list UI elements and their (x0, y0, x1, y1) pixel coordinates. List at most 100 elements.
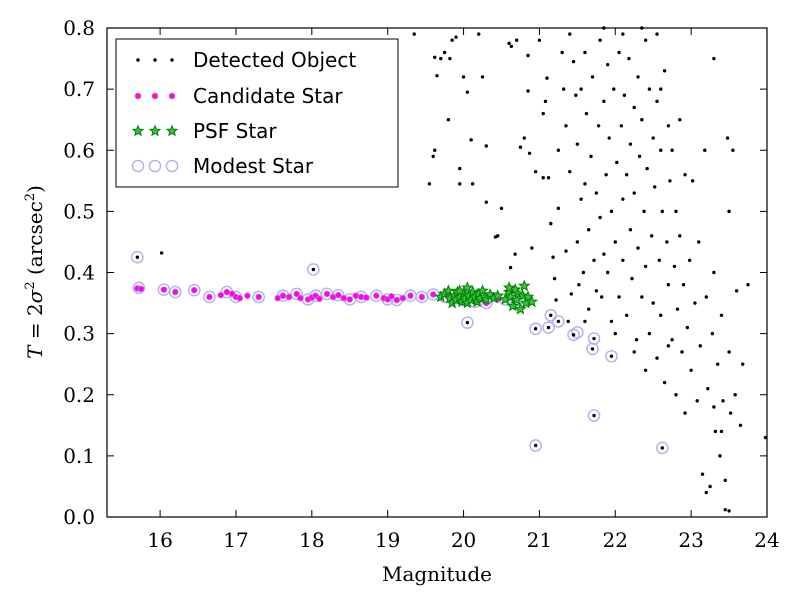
detected-object-point (666, 344, 671, 348)
legend-marker-candidate-star (168, 92, 176, 100)
detected-object-point (135, 255, 140, 259)
detected-object-point (643, 38, 648, 42)
candidate-star-point (388, 293, 395, 300)
legend-marker-psf-star (165, 124, 179, 137)
detected-object-point (526, 89, 530, 93)
candidate-star-point (293, 290, 300, 298)
x-tick-label: 22 (603, 528, 628, 552)
legend-label-candidate-star: Candidate Star (193, 84, 343, 108)
detected-object-point (712, 405, 716, 409)
detected-object-point (571, 59, 576, 64)
detected-object-point (560, 50, 564, 55)
candidate-star-point (279, 292, 287, 300)
detected-object-point (719, 313, 724, 317)
detected-object-point (727, 350, 731, 354)
detected-object-point (668, 179, 672, 183)
detected-object-point (564, 124, 568, 128)
detected-object-point (549, 313, 553, 317)
detected-object-point (522, 136, 526, 140)
detected-object-point (561, 87, 566, 91)
psf-star-series (434, 279, 539, 315)
y-tick-label: 0.3 (63, 322, 95, 346)
candidate-star-point (418, 293, 426, 301)
candidate-star-point (217, 291, 225, 299)
detected-object-point (642, 209, 646, 214)
detected-object-point (733, 393, 737, 397)
detected-object-point (495, 234, 500, 238)
modest-star-point (656, 441, 669, 455)
detected-object-point (596, 124, 601, 128)
candidate-star-point (323, 290, 331, 298)
detected-object-point (657, 258, 661, 262)
detected-object-point (662, 69, 667, 73)
x-tick-label: 24 (754, 528, 779, 552)
detected-object-point (590, 75, 595, 79)
modest-star-point (168, 285, 182, 299)
detected-object-point (651, 136, 655, 140)
detected-object-point (647, 87, 652, 91)
psf-star-point (442, 284, 455, 297)
detected-object-point (458, 182, 462, 186)
detected-object-point (613, 240, 617, 244)
detected-object-point (700, 472, 705, 476)
psf-star-point (504, 290, 517, 303)
detected-object-point (598, 38, 602, 42)
detected-object-point (583, 319, 587, 324)
detected-object-point (598, 215, 602, 220)
detected-object-point (412, 32, 416, 36)
detected-object-point (609, 209, 614, 214)
detected-object-point (450, 38, 454, 42)
detected-object-series (135, 26, 768, 513)
detected-object-point (612, 87, 616, 91)
detected-object-point (584, 111, 589, 116)
detected-object-point (624, 313, 629, 317)
candidate-star-point (429, 291, 437, 298)
detected-object-point (666, 124, 671, 128)
detected-object-point (712, 270, 716, 275)
candidate-star-point (160, 286, 168, 293)
psf-star-point (514, 302, 527, 315)
detected-object-point (715, 362, 720, 366)
detected-object-point (465, 320, 470, 325)
modest-star-point (252, 290, 266, 304)
detected-object-point (513, 252, 517, 256)
modest-star-point (605, 349, 618, 363)
detected-object-point (615, 160, 619, 165)
detected-object-point (617, 50, 621, 55)
modest-star-point (544, 308, 558, 322)
detected-object-point (632, 191, 636, 195)
detected-object-point (670, 148, 674, 152)
x-tick-label: 23 (678, 528, 703, 552)
modest-star-point (587, 332, 601, 345)
detected-object-point (454, 35, 458, 39)
detected-object-point (727, 509, 731, 513)
detected-object-point (628, 228, 633, 232)
candidate-star-point (274, 294, 281, 302)
legend-marker-detected-object (153, 58, 157, 62)
detected-object-point (713, 429, 718, 434)
detected-object-point (581, 270, 586, 275)
detected-object-point (685, 325, 690, 330)
detected-object-point (465, 90, 470, 94)
detected-object-point (533, 443, 538, 448)
candidate-star-point (340, 294, 347, 302)
modest-star-point (187, 283, 201, 297)
detected-object-point (723, 507, 727, 512)
modest-star-point (587, 409, 601, 422)
detected-object-point (630, 276, 634, 281)
detected-object-point (721, 399, 725, 403)
legend-marker-modest-star (148, 159, 162, 173)
detected-object-point (602, 99, 606, 104)
detected-object-point (672, 264, 677, 269)
detected-object-point (552, 276, 557, 281)
candidate-star-point (373, 292, 380, 300)
detected-object-point (632, 350, 636, 354)
legend-marker-psf-star (131, 124, 145, 137)
detected-object-point (678, 117, 682, 122)
detected-object-point (683, 411, 687, 415)
detected-object-point (693, 301, 697, 305)
detected-object-point (435, 73, 439, 78)
detected-object-point (640, 295, 644, 299)
candidate-star-point (407, 292, 414, 300)
